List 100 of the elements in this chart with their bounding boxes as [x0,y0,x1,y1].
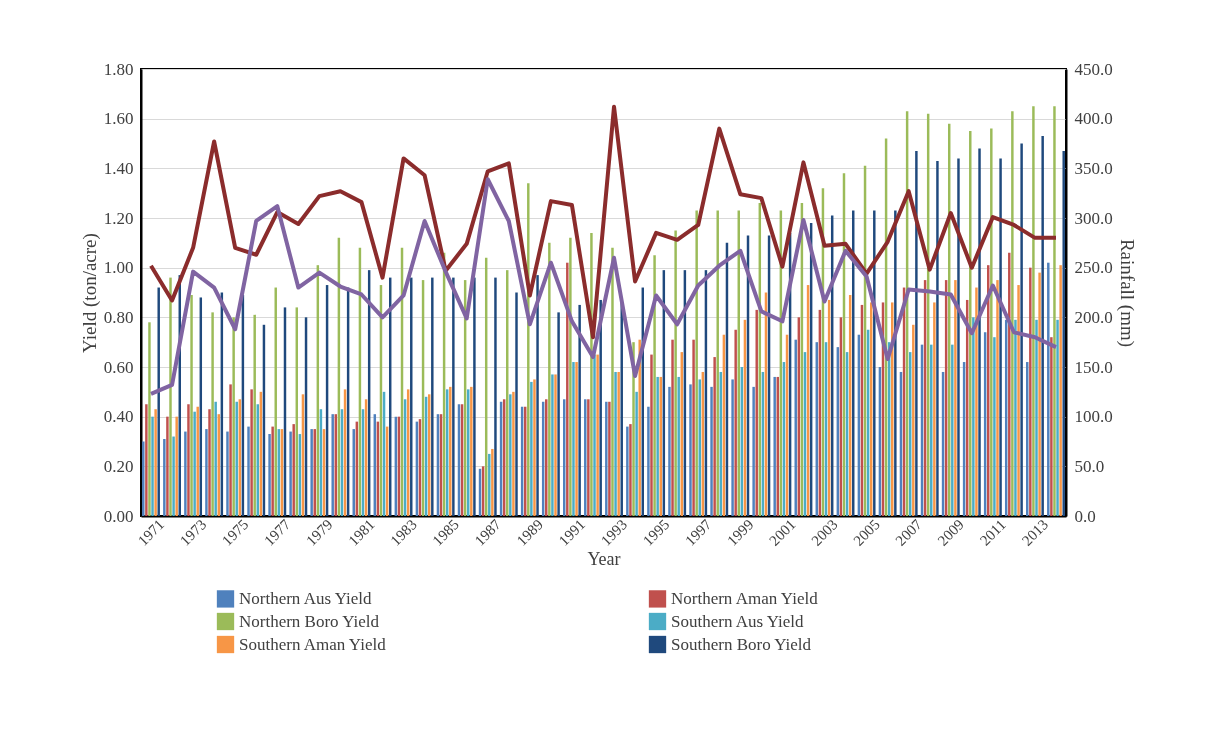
y-tick-label: 1.00 [103,258,134,278]
bar [647,406,650,516]
bar [755,309,758,516]
bar [515,292,518,516]
y2-tick-label: 50.0 [1074,456,1105,476]
bar [271,426,274,516]
bar [1050,337,1053,516]
y2-tick-label: 200.0 [1074,307,1113,327]
bar [674,230,677,516]
bar [154,409,157,516]
bar [208,409,211,516]
bar [166,416,169,516]
bar [990,128,993,516]
legend-label: Southern Aus Yield [671,611,805,631]
bar [671,339,674,516]
bar [1014,319,1017,516]
bar [1059,265,1062,516]
legend-label: Northern Boro Yield [239,611,380,631]
bar [557,312,560,516]
bar [578,304,581,516]
bar [716,210,719,516]
bar [650,354,653,516]
bar [692,339,695,516]
bar [205,429,208,516]
bar [635,391,638,516]
bar [1008,252,1011,516]
x-tick-label: 1991 [555,516,589,549]
bar [250,389,253,516]
bar [638,339,641,516]
bar [226,431,229,516]
bar [599,299,602,516]
bar [247,426,250,516]
bar [972,317,975,516]
legend-label: Northern Aus Yield [239,588,373,608]
x-axis-title: Year [587,548,621,569]
y2-tick-label: 300.0 [1074,208,1113,228]
y2-axis-title: Rainfall (mm) [1115,238,1138,348]
y-tick-label: 1.80 [103,59,134,79]
bar [232,317,235,516]
bar [151,416,154,516]
y2-tick-label: 250.0 [1074,258,1113,278]
bar [734,329,737,516]
bar [894,210,897,516]
bar [214,401,217,516]
bar [912,324,915,516]
y2-tick-label: 350.0 [1074,158,1113,178]
legend-label: Northern Aman Yield [671,588,819,608]
bar [713,357,716,516]
y2-tick-label: 450.0 [1074,59,1113,79]
bar [933,302,936,516]
bar [196,406,199,516]
y-tick-label: 0.20 [103,456,134,476]
bar [211,312,214,516]
bar [1032,106,1035,516]
line-series [149,177,1058,396]
bar [163,439,166,516]
bar [611,247,614,516]
y-tick-label: 1.20 [103,208,134,228]
bar [569,237,572,516]
bar [752,386,755,516]
bar [951,344,954,516]
bar [1038,272,1041,516]
bar [978,148,981,516]
bar [410,277,413,516]
bar [957,158,960,516]
bar [292,424,295,516]
bar [1017,285,1020,516]
bar [993,337,996,516]
bar [145,404,148,516]
bar [187,404,190,516]
bar [452,277,455,516]
bar [142,441,145,516]
bar [936,160,939,516]
y-tick-label: 0.60 [103,357,134,377]
bar [148,322,151,516]
bar [488,453,491,516]
x-tick-label: 2011 [976,516,1009,549]
bar [668,386,671,516]
legend-label: Southern Aman Yield [239,634,387,654]
x-tick-label: 1971 [134,516,168,549]
bar [157,287,160,516]
bar [449,386,452,516]
bar [536,275,539,516]
bar [473,277,476,516]
bar [494,277,497,516]
bar [491,448,494,516]
y2-tick-label: 150.0 [1074,357,1113,377]
bar [999,158,1002,516]
bar [1047,262,1050,516]
bar [253,314,256,516]
bar [1041,136,1044,516]
bar [1053,106,1056,516]
bar [229,384,232,516]
bar [794,339,797,516]
legend-label: Southern Boro Yield [671,634,812,654]
bar [1056,319,1059,516]
bar [689,384,692,516]
bar [1062,150,1065,516]
bar [566,262,569,516]
y2-tick-label: 400.0 [1074,109,1113,129]
